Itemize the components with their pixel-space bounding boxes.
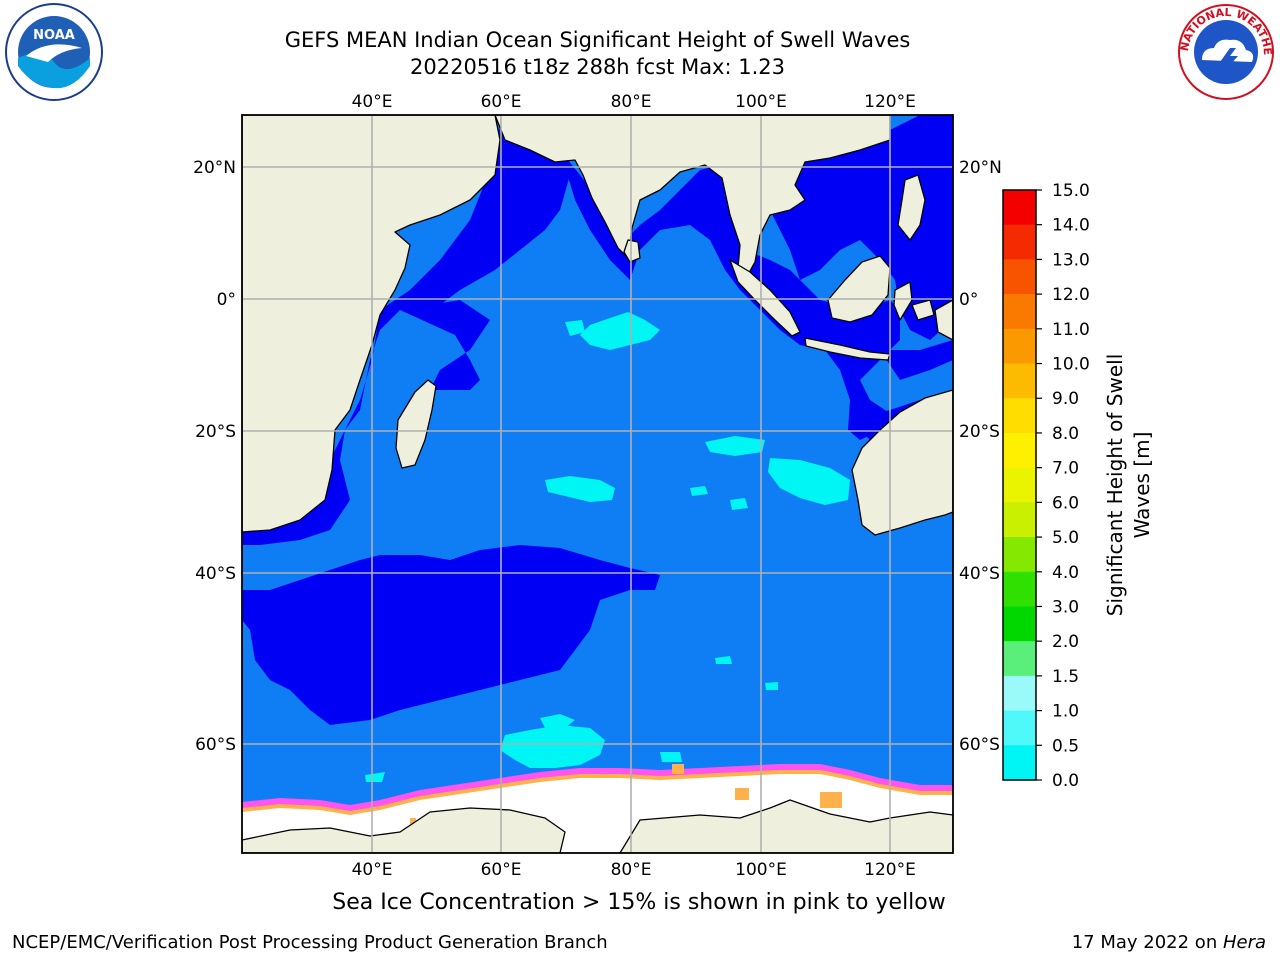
colorbar-tick-label: 2.0 bbox=[1052, 632, 1079, 652]
colorbar-swatch bbox=[1003, 432, 1036, 469]
lat-label: 20°N bbox=[959, 158, 1002, 178]
colorbar-swatch bbox=[1003, 502, 1036, 538]
colorbar-frame bbox=[1002, 189, 1037, 781]
colorbar-tick-label: 13.0 bbox=[1052, 250, 1090, 270]
lon-label: 120°E bbox=[864, 92, 916, 112]
lon-label: 120°E bbox=[864, 860, 916, 880]
colorbar-tick-label: 10.0 bbox=[1052, 355, 1090, 375]
colorbar-tick-label: 14.0 bbox=[1052, 216, 1090, 236]
colorbar-tick-label: 6.0 bbox=[1052, 493, 1079, 513]
noaa-logo-icon: NOAA bbox=[5, 3, 103, 101]
colorbar-swatch bbox=[1003, 467, 1036, 503]
lat-label: 60°S bbox=[195, 735, 236, 755]
colorbar-title-line2: Waves [m] bbox=[1130, 432, 1154, 539]
footer-date-text: 17 May 2022 on bbox=[1071, 932, 1223, 953]
lon-label: 40°E bbox=[352, 92, 393, 112]
lat-labels-left: 20°N 0° 20°S 40°S 60°S bbox=[193, 158, 236, 755]
colorbar-swatch bbox=[1003, 606, 1036, 642]
land bbox=[242, 115, 953, 853]
colorbar-tick-label: 3.0 bbox=[1052, 597, 1079, 617]
colorbar-tick-label: 4.0 bbox=[1052, 563, 1079, 583]
graticule bbox=[242, 115, 953, 853]
colorbar-tick-label: 5.0 bbox=[1052, 528, 1079, 548]
lon-labels-top: 40°E 60°E 80°E 100°E 120°E bbox=[352, 92, 916, 112]
colorbar: 15.0 14.0 13.0 12.0 11.0 10.0 9.0 8.0 7.0 6.0 5.0 4… bbox=[1002, 181, 1090, 791]
colorbar-tick-label: 1.5 bbox=[1052, 667, 1079, 687]
lat-labels-right: 20°N 0° 20°S 40°S 60°S bbox=[959, 158, 1002, 755]
ocean-swell-1.0-1.5 bbox=[365, 312, 850, 782]
colorbar-swatch bbox=[1003, 294, 1036, 330]
colorbar-swatch bbox=[1003, 363, 1036, 399]
footer-machine: Hera bbox=[1222, 932, 1266, 953]
colorbar-tick-label: 0.5 bbox=[1052, 736, 1079, 756]
chart-subtitle: 20220516 t18z 288h fcst Max: 1.23 bbox=[410, 55, 785, 79]
lon-label: 60°E bbox=[481, 92, 522, 112]
colorbar-swatch bbox=[1003, 571, 1036, 607]
lat-label: 60°S bbox=[959, 735, 1000, 755]
colorbar-swatch bbox=[1003, 224, 1036, 260]
colorbar-title-line1: Significant Height of Swell bbox=[1103, 354, 1127, 616]
lon-labels-bottom: 40°E 60°E 80°E 100°E 120°E bbox=[352, 860, 916, 880]
sea-ice-patches bbox=[410, 764, 842, 824]
lon-label: 100°E bbox=[735, 92, 787, 112]
lat-label: 0° bbox=[217, 290, 236, 310]
colorbar-tick-label: 8.0 bbox=[1052, 424, 1079, 444]
chart-title: GEFS MEAN Indian Ocean Significant Heigh… bbox=[284, 28, 911, 52]
colorbar-tick-label: 1.0 bbox=[1052, 702, 1079, 722]
colorbar-swatch bbox=[1003, 641, 1036, 677]
caption-text: Sea Ice Concentration > 15% is shown in … bbox=[332, 890, 946, 915]
colorbar-swatch bbox=[1003, 328, 1036, 365]
colorbar-swatch bbox=[1003, 259, 1036, 295]
footer-date: 17 May 2022 on Hera bbox=[1072, 932, 1266, 953]
colorbar-tick-label: 12.0 bbox=[1052, 285, 1090, 305]
colorbar-swatch bbox=[1003, 398, 1036, 434]
map-area bbox=[242, 115, 953, 853]
nws-logo-icon: NATIONAL WEATHER SERVICE bbox=[1176, 2, 1274, 100]
colorbar-tick-label: 0.0 bbox=[1052, 771, 1079, 791]
colorbar-swatch bbox=[1003, 745, 1036, 781]
lat-label: 0° bbox=[959, 290, 978, 310]
colorbar-swatch bbox=[1003, 710, 1036, 746]
map-frame bbox=[241, 114, 954, 854]
ocean-swell-0-0.5 bbox=[242, 115, 953, 725]
colorbar-tick-label: 9.0 bbox=[1052, 389, 1079, 409]
colorbar-tick-label: 11.0 bbox=[1052, 320, 1090, 340]
colorbar-tick-label: 7.0 bbox=[1052, 459, 1079, 479]
lon-label: 60°E bbox=[481, 860, 522, 880]
sea-ice-caption: Sea Ice Concentration > 15% is shown in … bbox=[0, 890, 1280, 915]
colorbar-swatch bbox=[1003, 190, 1036, 226]
lat-label: 40°S bbox=[195, 564, 236, 584]
footer-credit: NCEP/EMC/Verification Post Processing Pr… bbox=[12, 932, 608, 953]
noaa-logo-text: NOAA bbox=[33, 28, 75, 43]
lon-label: 40°E bbox=[352, 860, 393, 880]
colorbar-swatch bbox=[1003, 537, 1036, 573]
lat-label: 20°N bbox=[193, 158, 236, 178]
colorbar-swatch bbox=[1003, 675, 1036, 712]
lon-label: 80°E bbox=[611, 92, 652, 112]
colorbar-tick-label: 15.0 bbox=[1052, 181, 1090, 201]
lon-label: 80°E bbox=[611, 860, 652, 880]
lat-label: 20°S bbox=[195, 422, 236, 442]
lat-label: 20°S bbox=[959, 422, 1000, 442]
lon-label: 100°E bbox=[735, 860, 787, 880]
lat-label: 40°S bbox=[959, 564, 1000, 584]
